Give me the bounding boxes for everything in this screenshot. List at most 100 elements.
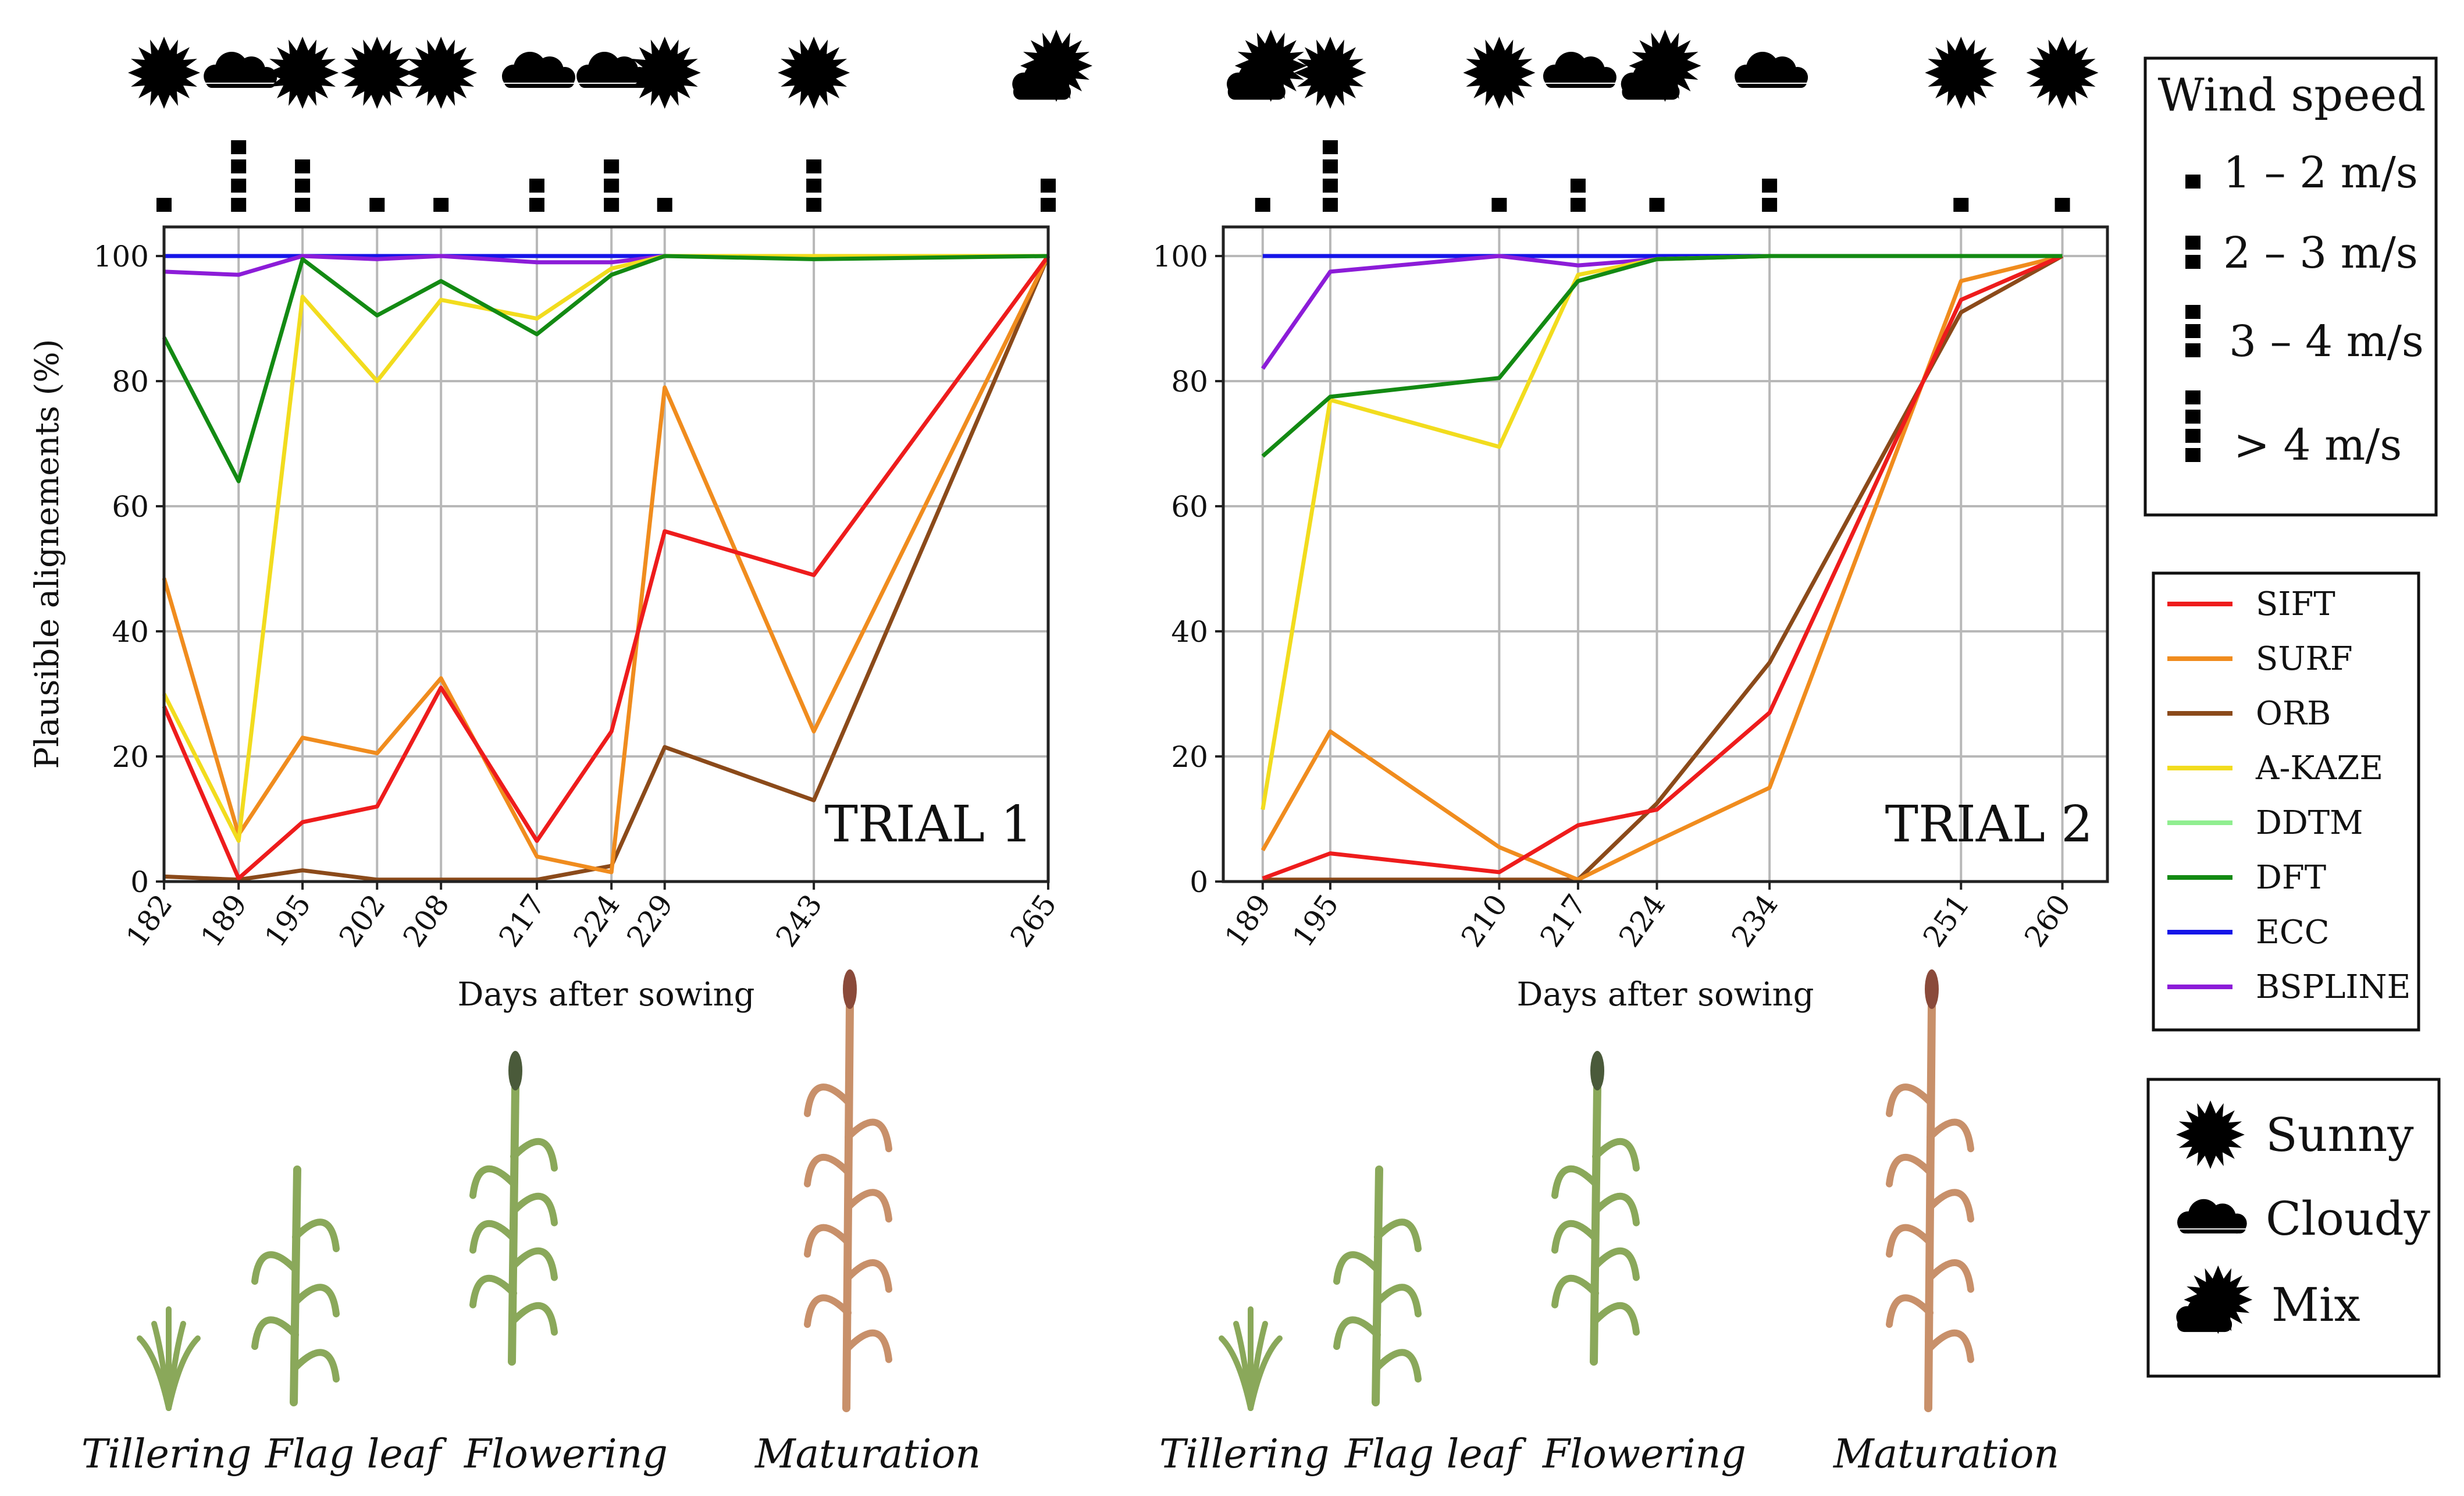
wind-marker — [1762, 179, 1778, 193]
x-tick-label-189: 189 — [194, 889, 254, 953]
x-tick-label-243: 243 — [770, 889, 829, 953]
trial-1-plot-frame — [162, 225, 1050, 883]
series-line-sift — [162, 254, 1050, 881]
wind-marker — [295, 198, 311, 212]
method-legend: SIFT SURF ORB A-KAZE DDTM DFT ECC BSPLINE — [2152, 571, 2420, 1032]
trial-2-weather-row — [1227, 30, 2099, 109]
wind-marker — [295, 179, 311, 193]
tillering-plant-illustration — [137, 1306, 201, 1411]
y-tick-label-20: 20 — [112, 740, 149, 774]
wind-legend-marker — [2185, 410, 2200, 424]
x-tick-label-260: 260 — [2018, 889, 2077, 953]
stage-label-flowering: Flowering — [463, 1431, 668, 1477]
x-tick-label-195: 195 — [1286, 889, 1345, 953]
wind-marker — [156, 198, 172, 212]
wind-marker — [1041, 179, 1056, 193]
trial-1-title: TRIAL 1 — [825, 795, 1032, 854]
cloud-icon — [500, 51, 578, 88]
wind-legend-marker — [2185, 429, 2200, 443]
plant-illustration — [1551, 1051, 1640, 1366]
wind-marker — [231, 159, 247, 173]
wind-marker — [295, 159, 311, 173]
x-tick-label-224: 224 — [1612, 889, 1672, 953]
y-tick-label-40: 40 — [112, 615, 149, 649]
wind-legend-marker — [2185, 255, 2200, 269]
weather-legend-sunny: Sunny — [2266, 1108, 2414, 1162]
trial-2-plot-frame — [1222, 225, 2109, 883]
wind-marker — [529, 198, 544, 212]
legend-label-a-kaze: A-KAZE — [2255, 749, 2383, 787]
x-tick-label-224: 224 — [567, 889, 626, 953]
wind-legend-marker — [2185, 175, 2200, 189]
legend-label-orb: ORB — [2256, 695, 2331, 733]
wind-marker — [231, 198, 247, 212]
trial-2-wind-row — [1255, 140, 2070, 212]
mix-weather-icon — [1227, 30, 1307, 102]
sunny-icon — [2176, 1100, 2245, 1169]
stage-label-maturation-2: Maturation — [1832, 1431, 2059, 1477]
series-line-orb — [1262, 254, 2064, 882]
x-tick-label-182: 182 — [120, 889, 179, 953]
stage-labels: Tillering Flag leaf Flowering Maturation… — [81, 1431, 2059, 1477]
wind-speed-legend: Wind speed 1 – 2 m/s 2 – 3 m/s 3 – 4 m/s… — [2143, 56, 2438, 517]
legend-label-ddtm: DDTM — [2256, 804, 2363, 842]
x-tick-label-189: 189 — [1218, 889, 1277, 953]
stage-label-flowering-2: Flowering — [1541, 1431, 1746, 1477]
mix-weather-icon — [1621, 30, 1701, 102]
sunny-icon — [778, 37, 850, 109]
y-tick-label-100: 100 — [94, 240, 149, 273]
trial-1-xlabel: Days after sowing — [458, 976, 755, 1014]
trial-1-weather-row — [128, 30, 1092, 109]
wind-marker — [1322, 198, 1338, 212]
y-tick-label-60: 60 — [112, 490, 149, 524]
plant-illustration — [1333, 1165, 1422, 1406]
x-tick-label-234: 234 — [1725, 889, 1785, 953]
wind-legend-marker — [2185, 236, 2200, 250]
cloud-icon — [1733, 51, 1811, 88]
stage-label-tillering-2: Tillering — [1159, 1431, 1329, 1477]
sunny-icon — [628, 37, 701, 109]
wind-marker — [529, 179, 544, 193]
trial-1-wind-row — [156, 140, 1056, 212]
x-tick-label-217: 217 — [1534, 889, 1593, 953]
weather-legend-cloudy: Cloudy — [2266, 1192, 2430, 1246]
trial-1-grid — [163, 227, 1049, 883]
wind-legend-item-1: 1 – 2 m/s — [2223, 148, 2418, 198]
wind-marker — [1322, 179, 1338, 193]
stage-label-flag-leaf-2: Flag leaf — [1344, 1431, 1527, 1477]
sunny-icon — [1925, 37, 1997, 109]
wind-marker — [1491, 198, 1507, 212]
trial-2-lines — [1261, 254, 2064, 882]
y-tick-label-40: 40 — [1171, 615, 1208, 649]
wind-marker — [806, 198, 822, 212]
sunny-icon — [128, 37, 200, 109]
plant-illustration — [1886, 969, 1974, 1412]
wind-marker — [1322, 159, 1338, 173]
wind-legend-marker — [2185, 324, 2200, 338]
plant-illustration — [251, 1165, 340, 1406]
y-tick-label-0: 0 — [1190, 865, 1208, 899]
sunny-icon — [1463, 37, 1536, 109]
series-line-bspline — [1261, 254, 2063, 370]
wind-marker — [231, 140, 247, 154]
x-tick-label-208: 208 — [397, 889, 456, 953]
series-line-a-kaze — [162, 254, 1048, 843]
wind-legend-marks — [2185, 175, 2200, 462]
series-line-sift — [1262, 254, 2063, 880]
sunny-icon — [405, 37, 478, 109]
wind-marker — [369, 198, 385, 212]
trial-2-panel: 0 20 40 60 80 100 189 195 210 217 224 234 251 260 TRI… — [1153, 30, 2109, 1014]
trial-1-lines — [162, 254, 1051, 882]
plant-illustration — [804, 969, 892, 1412]
wind-marker — [604, 198, 619, 212]
wind-legend-marker — [2185, 343, 2200, 357]
wind-legend-marker — [2185, 390, 2200, 404]
trial-1-ylabel: Plausible alignements (%) — [29, 339, 66, 769]
wind-marker — [1570, 198, 1586, 212]
wind-legend-marker — [2185, 305, 2200, 319]
weather-legend: Sunny Cloudy Mix — [2146, 1078, 2441, 1378]
x-tick-label-229: 229 — [620, 889, 679, 953]
y-tick-label-80: 80 — [112, 365, 149, 399]
